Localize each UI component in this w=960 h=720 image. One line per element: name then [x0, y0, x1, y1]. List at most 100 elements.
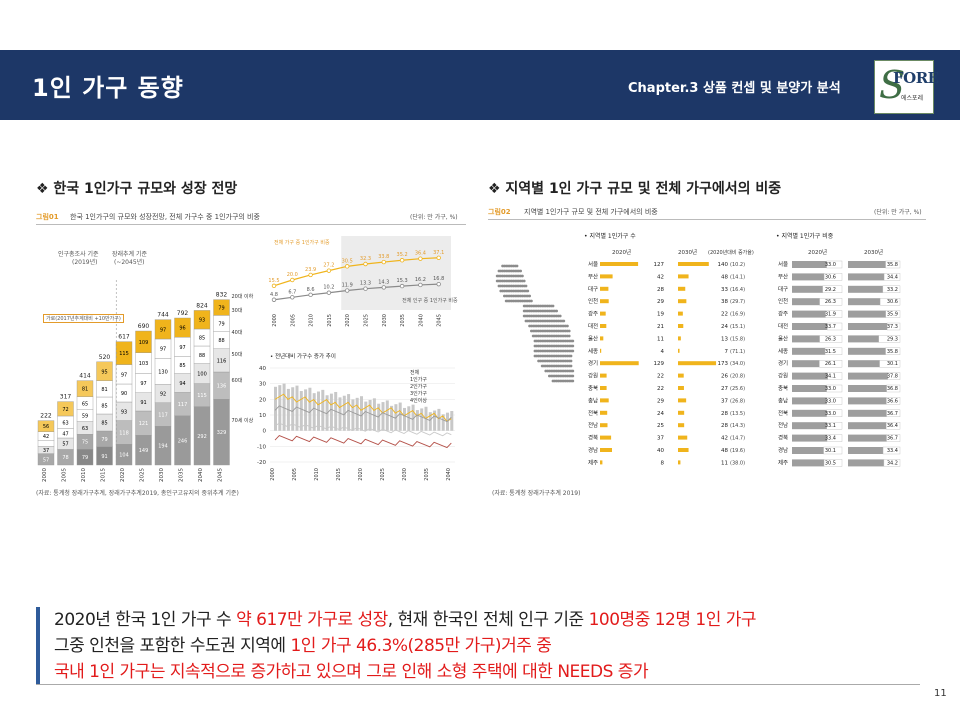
count-2020-value: 40	[657, 448, 664, 454]
ratio-2030-bar	[848, 261, 886, 268]
count-2020-bar	[600, 324, 607, 328]
segment-label: 90	[121, 391, 127, 397]
region-count-heading: • 지역별 1인가구 수	[584, 232, 636, 240]
bar-total-label: 617	[118, 334, 130, 341]
ratio-legend-total: 전체 가구 중 1인가구 비중	[274, 239, 330, 246]
growth-bar	[308, 387, 312, 431]
growth-rate-value: (29.7)	[730, 299, 745, 305]
segment-label: 100	[197, 372, 207, 378]
household-stacked-bar-chart: 57 37 42 56 222 2000 78 57 47 63 72 317 2005 79 75 63 59…	[37, 280, 254, 482]
region-name: 울산	[588, 334, 598, 342]
count-2020-bar	[600, 373, 607, 378]
growth-bar	[441, 414, 445, 431]
bar-total-label: 824	[196, 302, 208, 309]
ratio-2030-bar-rest	[886, 421, 901, 430]
segment-label: 117	[178, 402, 188, 408]
growth-rate-value: (20.8)	[730, 374, 745, 380]
growth-bar	[368, 399, 372, 431]
growth-y-tick: 20	[259, 397, 266, 403]
growth-bar	[385, 400, 389, 431]
ratio-2030-bar	[848, 459, 884, 467]
segment-label: 93	[199, 318, 205, 324]
growth-legend-label: 1인가구	[410, 376, 427, 383]
x-tick-label: 2045	[218, 468, 224, 482]
ratio-2030-bar	[848, 397, 887, 405]
ratio-2020-bar	[792, 447, 824, 454]
count-2020-bar	[600, 435, 612, 440]
household-ratio-line-chart: 15.5 20.0 23.9 27.2 30.5 32.3 33.8 35.2 36.4 37.1…	[268, 236, 458, 327]
ratio-2030-value: 30.6	[887, 299, 898, 305]
map-dot	[524, 284, 528, 288]
ratio-2020-bar	[792, 298, 820, 306]
count-2030-value: 33	[721, 287, 728, 293]
segment-label: 97	[179, 345, 185, 351]
growth-bar	[364, 401, 368, 431]
growth-y-tick: 40	[259, 366, 266, 372]
growth-series-line	[274, 435, 452, 449]
stack-segment	[213, 299, 230, 316]
ratio-value-label: 27.2	[323, 263, 334, 269]
count-2030-bar	[678, 460, 681, 465]
region-name: 인천	[588, 297, 598, 305]
growth-bar	[351, 399, 355, 431]
ratio-x-tick: 2015	[327, 314, 333, 327]
year-2020-label: 2020년	[612, 248, 631, 256]
map-dot	[530, 299, 533, 303]
segment-label: 42	[43, 434, 49, 440]
count-2030-bar	[678, 274, 689, 279]
right-section-heading: ❖ 지역별 1인 가구 규모 및 전체 가구에서의 비중	[488, 181, 782, 197]
ratio-2030-value: 36.8	[887, 386, 898, 392]
count-2020-value: 11	[657, 336, 664, 342]
map-dot	[567, 334, 571, 338]
growth-series-line	[274, 393, 452, 422]
count-2020-value: 19	[657, 312, 664, 318]
ratio-value-label: 32.3	[360, 256, 371, 262]
ratio-2020-bar-rest	[825, 310, 843, 318]
growth-rate-value: (10.2)	[730, 262, 745, 268]
count-2020-bar	[600, 398, 609, 403]
count-2020-value: 28	[657, 287, 664, 293]
ratio-2030-bar	[848, 360, 880, 368]
ratio-2020-value: 33.0	[825, 411, 836, 417]
ratio-value-label: 20.0	[287, 272, 298, 278]
ratio-legend-pop: 전체 인구 중 1인가구 비중	[402, 297, 458, 304]
count-2030-bar	[678, 286, 686, 291]
ratio-2020-value: 33.0	[825, 262, 836, 268]
ratio-value-label: 15.5	[268, 278, 279, 284]
segment-label: 92	[160, 392, 166, 398]
ratio-2020-bar-rest	[823, 273, 843, 281]
segment-label: 95	[101, 369, 107, 375]
growth-series-line	[274, 422, 452, 437]
ratio-2020-value: 31.5	[825, 349, 836, 355]
count-2030-value: 26	[721, 374, 728, 380]
stack-segment	[96, 361, 113, 382]
segment-label: 79	[82, 455, 88, 461]
growth-bar	[282, 383, 286, 431]
segment-label: 109	[139, 340, 149, 346]
segment-label: 57	[43, 457, 49, 463]
segment-label: 56	[43, 424, 49, 430]
ratio-2030-value: 36.6	[887, 398, 898, 404]
title-bar: 1인 가구 동향 Chapter.3 상품 컨셉 및 분양가 분석	[0, 50, 960, 120]
growth-y-tick: 0	[263, 429, 267, 435]
ratio-2030-value: 30.1	[887, 361, 898, 367]
segment-label: 59	[82, 414, 88, 420]
stack-segment	[37, 420, 55, 433]
region-name: 경북	[778, 435, 788, 442]
page-number: 11	[934, 688, 947, 699]
ratio-2020-value: 29.2	[825, 287, 836, 293]
legend-label: 40대	[232, 329, 243, 336]
map-dot	[571, 374, 575, 378]
legend-label: 20대 이하	[232, 293, 254, 300]
ratio-point	[418, 256, 423, 261]
ratio-2020-bar	[792, 372, 828, 380]
growth-rate-value: (13.5)	[730, 411, 745, 417]
map-dot	[558, 314, 562, 318]
ratio-point	[436, 255, 441, 260]
segment-label: 329	[217, 430, 227, 436]
ratio-point	[308, 272, 313, 278]
ratio-2020-value: 33.7	[825, 324, 836, 330]
projection-year: (~2045년)	[114, 259, 145, 266]
region-name: 강원	[588, 372, 598, 380]
ratio-2030-bar-rest	[885, 260, 901, 269]
